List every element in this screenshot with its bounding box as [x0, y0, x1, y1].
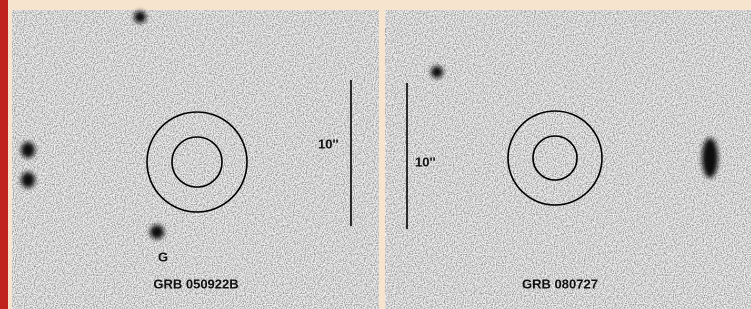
panel-title: GRB 050922B [153, 276, 238, 291]
source-label: G [158, 249, 168, 264]
image-noise [385, 10, 751, 309]
panel-title: GRB 080727 [522, 276, 598, 291]
scale-label: 10'' [318, 136, 339, 151]
image-noise [12, 10, 379, 309]
panel: 10'' GRB 080727 [385, 10, 751, 309]
panel: 10'' G GRB 050922B [12, 10, 379, 309]
scale-label: 10'' [415, 154, 436, 169]
figure: 10'' G GRB 050922B 10'' GRB 080727 [0, 0, 751, 309]
left-border [0, 0, 8, 309]
